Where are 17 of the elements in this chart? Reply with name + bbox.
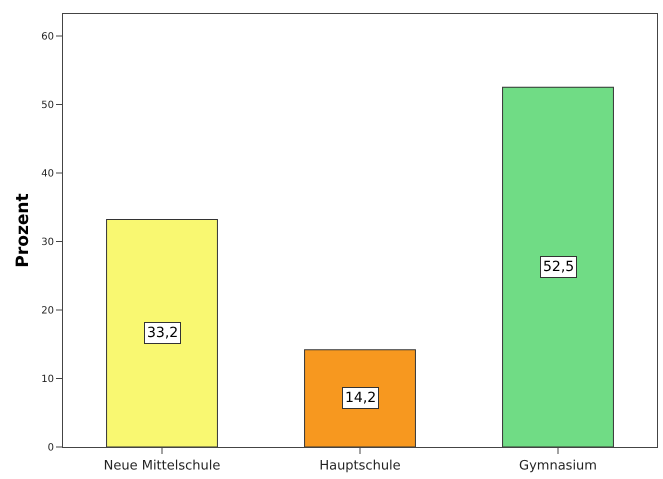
y-tick-label: 10 [41,374,54,385]
x-tick-label: Neue Mittelschule [104,458,220,474]
y-tick-label: 60 [41,31,54,42]
y-axis-title: Prozent [12,193,33,268]
bar [502,86,614,447]
x-tick-label: Hauptschule [319,458,401,474]
data-label: 52,5 [543,259,574,275]
y-tick-label: 30 [41,236,54,248]
y-tick-label: 0 [48,442,54,454]
bar [304,349,416,447]
data-label: 14,2 [345,390,376,406]
y-tick-label: 50 [41,100,54,111]
y-tick-label: 40 [41,168,54,180]
bar [106,219,218,447]
data-label: 33,2 [147,325,178,341]
y-tick-label: 20 [41,305,54,316]
x-tick-label: Gymnasium [519,458,597,474]
